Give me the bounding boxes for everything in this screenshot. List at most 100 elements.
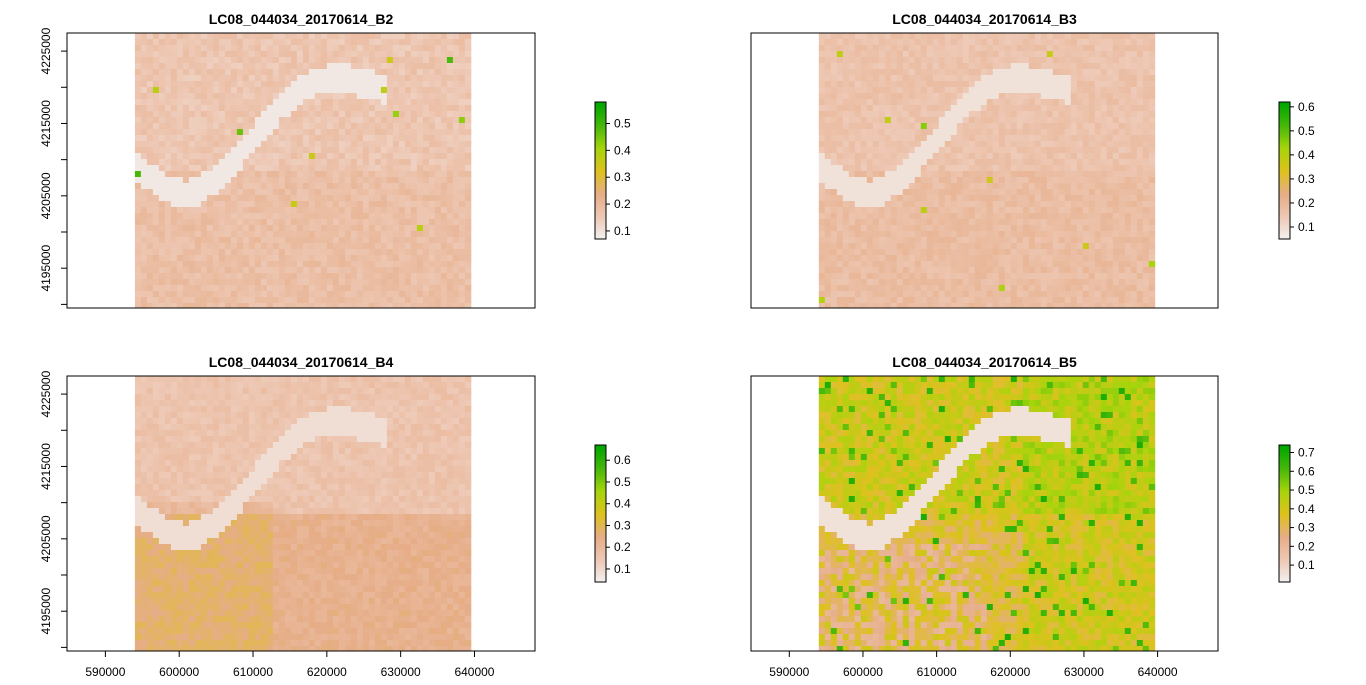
raster-cell [962, 117, 970, 124]
raster-cell [212, 291, 220, 298]
raster-cell [254, 261, 262, 268]
raster-cell [914, 261, 922, 268]
raster-cell [1034, 237, 1042, 244]
raster-cell [872, 255, 880, 262]
raster-cell [350, 129, 358, 136]
raster-cell [308, 213, 316, 220]
raster-cell [962, 135, 970, 142]
raster-cell [140, 267, 148, 274]
raster-cell [986, 123, 994, 130]
raster-cell [884, 267, 892, 274]
raster-cell [194, 189, 202, 196]
raster-cell [344, 273, 352, 280]
raster-cell [1058, 117, 1066, 124]
raster-cell [344, 57, 352, 64]
raster-cell [140, 63, 148, 70]
raster-cell [374, 123, 382, 130]
raster-cell [974, 165, 982, 172]
raster-cell [464, 297, 472, 304]
raster-cell [920, 51, 928, 58]
raster-cell [290, 63, 298, 70]
raster-cell [134, 195, 142, 202]
raster-cell [962, 255, 970, 262]
raster-cell [1004, 75, 1012, 82]
raster-cell [998, 87, 1006, 94]
raster-cell [284, 291, 292, 298]
raster-cell [890, 63, 898, 70]
raster-cell [278, 165, 286, 172]
raster-cell [146, 189, 154, 196]
raster-cell [1076, 177, 1084, 184]
raster-cell [872, 249, 880, 256]
raster-cell [224, 237, 232, 244]
raster-cell [212, 111, 220, 118]
raster-cell [848, 117, 856, 124]
raster-cell [1118, 267, 1126, 274]
raster-cell [1118, 273, 1126, 280]
raster-cell [1142, 195, 1150, 202]
raster-cell [200, 105, 208, 112]
raster-cell [230, 165, 238, 172]
raster-cell [878, 177, 886, 184]
raster-cell [1040, 99, 1048, 106]
raster-cell [1136, 135, 1144, 142]
raster-cell [266, 219, 274, 226]
raster-cell [296, 51, 304, 58]
raster-cell [878, 195, 886, 202]
raster-cell [986, 201, 994, 208]
raster-cell [1112, 183, 1120, 190]
raster-cell [860, 111, 868, 118]
raster-cell [1046, 147, 1054, 154]
raster-cell [218, 219, 226, 226]
raster-cell [356, 63, 364, 70]
raster-cell [440, 153, 448, 160]
raster-cell [1088, 129, 1096, 136]
raster-cell [878, 81, 886, 88]
raster-cell [146, 213, 154, 220]
raster-cell [836, 123, 844, 130]
raster-cell [380, 219, 388, 226]
raster-cell [1004, 171, 1012, 178]
raster-cell [182, 93, 190, 100]
raster-cell [446, 81, 454, 88]
raster-cell [1064, 111, 1072, 118]
raster-cell [1106, 243, 1114, 250]
raster-cell [218, 75, 226, 82]
raster-cell [1046, 63, 1054, 70]
raster-cell [188, 105, 196, 112]
raster-cell [1148, 117, 1156, 124]
raster-cell [836, 177, 844, 184]
raster-cell [152, 237, 160, 244]
raster-cell [1004, 87, 1012, 94]
raster-cell [452, 57, 460, 64]
raster-cell [218, 183, 226, 190]
raster-cell [296, 267, 304, 274]
raster-cell [950, 105, 958, 112]
raster-cell [824, 57, 832, 64]
raster-cell [434, 75, 442, 82]
raster-cell [248, 141, 256, 148]
raster-cell [1022, 255, 1030, 262]
raster-cell [1118, 141, 1126, 148]
raster-cell [926, 219, 934, 226]
raster-cell [1058, 207, 1066, 214]
raster-cell [254, 99, 262, 106]
raster-cell [248, 291, 256, 298]
raster-cell [932, 141, 940, 148]
raster-cell [1040, 255, 1048, 262]
raster-cell [206, 105, 214, 112]
raster-cell [866, 123, 874, 130]
raster-cell [860, 105, 868, 112]
raster-cell [1076, 243, 1084, 250]
raster-cell [974, 273, 982, 280]
raster-cell [182, 111, 190, 118]
raster-cell [194, 201, 202, 208]
raster-cell [290, 117, 298, 124]
raster-cell [416, 87, 424, 94]
raster-cell [1082, 177, 1090, 184]
raster-cell [230, 153, 238, 160]
raster-cell [1094, 171, 1102, 178]
raster-cell [266, 63, 274, 70]
raster-cell [332, 147, 340, 154]
raster-cell [248, 33, 256, 40]
